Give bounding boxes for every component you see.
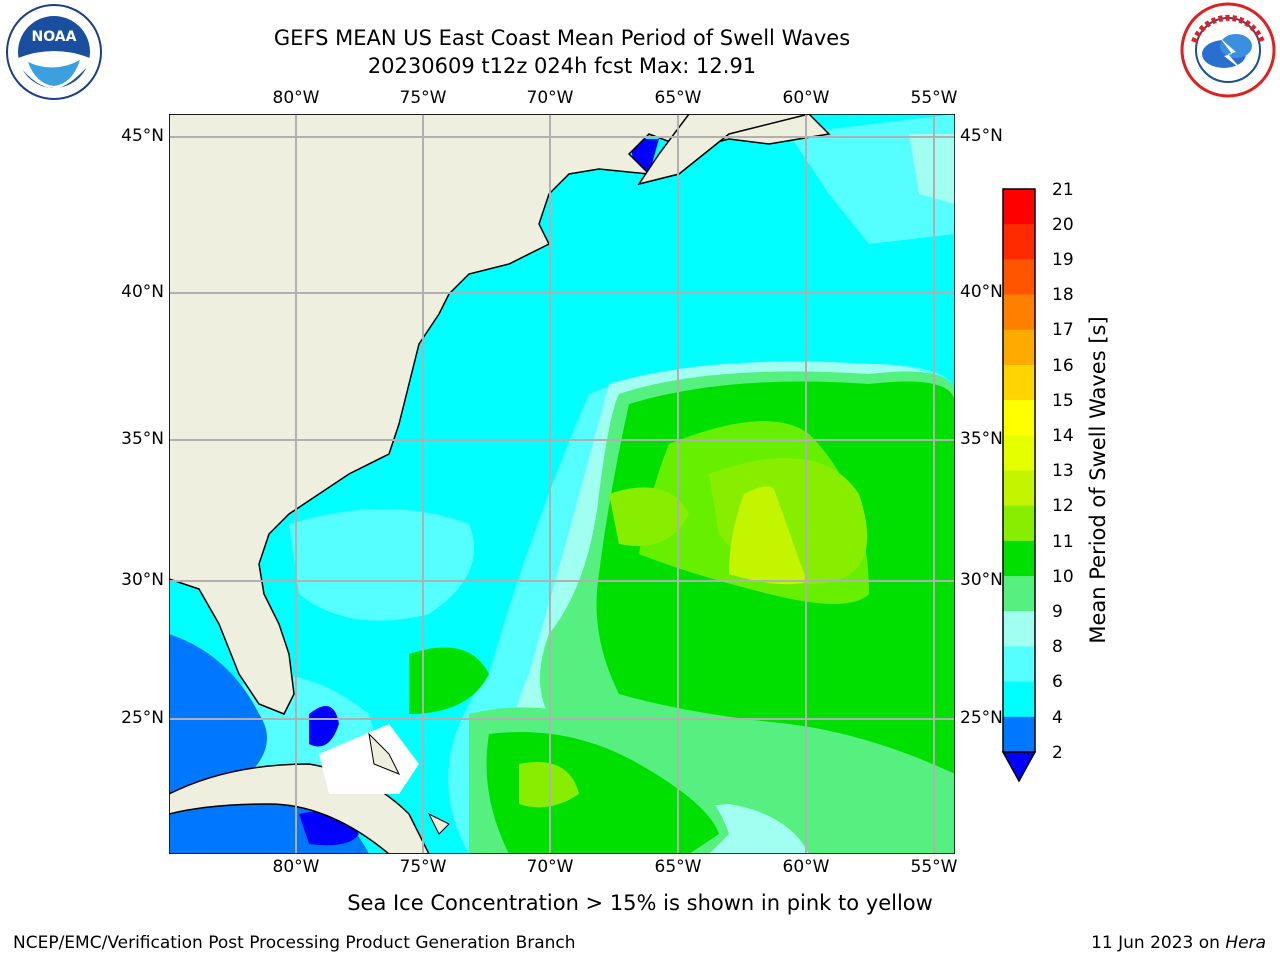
graticule bbox=[169, 114, 955, 854]
lat-label-right: 30°N bbox=[960, 570, 1003, 590]
colorbar-tick: 6 bbox=[1052, 672, 1063, 692]
swell-band-blue-2-4 bbox=[309, 706, 339, 747]
sea-ice-note: Sea Ice Concentration > 15% is shown in … bbox=[347, 891, 933, 915]
swell-band-pale-aqua bbox=[909, 134, 955, 204]
colorbar-swatch bbox=[1003, 576, 1035, 612]
lon-label-bottom: 80°W bbox=[272, 857, 320, 877]
colorbar-label-wrap: Mean Period of Swell Waves [s] bbox=[1058, 200, 1138, 760]
map-panel bbox=[169, 114, 955, 854]
lon-label-top: 60°W bbox=[782, 88, 830, 108]
colorbar-tick: 17 bbox=[1052, 320, 1074, 340]
lat-label-left: 35°N bbox=[121, 429, 164, 449]
colorbar-tick: 13 bbox=[1052, 461, 1074, 481]
lon-label-bottom: 60°W bbox=[782, 857, 830, 877]
bahamas-island bbox=[368, 732, 401, 775]
colorbar-tick: 19 bbox=[1052, 250, 1074, 270]
lon-label-bottom: 55°W bbox=[910, 857, 958, 877]
footer-date: 11 Jun 2023 on bbox=[1091, 933, 1226, 953]
noaa-logo: NOAA bbox=[6, 4, 102, 100]
colorbar-swatch bbox=[1003, 189, 1035, 225]
nws-logo bbox=[1180, 2, 1276, 98]
lon-label-bottom: 65°W bbox=[654, 857, 702, 877]
colorbar bbox=[1001, 188, 1037, 783]
colorbar-tick: 21 bbox=[1052, 180, 1074, 200]
colorbar-label: Mean Period of Swell Waves [s] bbox=[1086, 316, 1110, 644]
lat-label-right: 45°N bbox=[960, 126, 1003, 146]
colorbar-swatch bbox=[1003, 505, 1035, 542]
colorbar-swatch bbox=[1003, 400, 1035, 436]
bahamas-island bbox=[427, 812, 450, 835]
lat-label-right: 40°N bbox=[960, 282, 1003, 302]
footer-right: 11 Jun 2023 on Hera bbox=[1091, 933, 1266, 953]
chart-subtitle: 20230609 t12z 024h fcst Max: 12.91 bbox=[367, 54, 757, 78]
lon-label-top: 70°W bbox=[526, 88, 574, 108]
lon-label-top: 55°W bbox=[910, 88, 958, 108]
swell-band-green-10-11 bbox=[409, 647, 489, 714]
colorbar-swatch bbox=[1003, 646, 1035, 683]
svg-text:NOAA: NOAA bbox=[32, 29, 77, 45]
lon-label-top: 75°W bbox=[399, 88, 447, 108]
colorbar-tick: 11 bbox=[1052, 532, 1074, 552]
colorbar-tick: 20 bbox=[1052, 215, 1074, 235]
lat-label-right: 25°N bbox=[960, 708, 1003, 728]
bahamas-sea-ice-mask bbox=[319, 724, 419, 794]
colorbar-swatch bbox=[1003, 224, 1035, 260]
colorbar-swatch bbox=[1003, 611, 1035, 647]
colorbar-swatch bbox=[1003, 716, 1035, 753]
colorbar-swatch bbox=[1003, 364, 1035, 401]
colorbar-tick: 16 bbox=[1052, 356, 1074, 376]
colorbar-swatch bbox=[1003, 329, 1035, 366]
footer-left: NCEP/EMC/Verification Post Processing Pr… bbox=[13, 933, 576, 953]
colorbar-swatch bbox=[1003, 470, 1035, 507]
swell-band-green-11-12 bbox=[609, 487, 689, 546]
colorbar-tick: 18 bbox=[1052, 285, 1074, 305]
colorbar-tick: 8 bbox=[1052, 637, 1063, 657]
colorbar-swatch bbox=[1003, 435, 1035, 471]
colorbar-tick: 4 bbox=[1052, 708, 1063, 728]
colorbar-swatch bbox=[1003, 294, 1035, 331]
lat-label-left: 45°N bbox=[121, 126, 164, 146]
colorbar-tick: 2 bbox=[1052, 743, 1063, 763]
swell-band-max-12-13 bbox=[729, 486, 807, 585]
swell-band-light-cyan bbox=[289, 509, 474, 621]
chart-title: GEFS MEAN US East Coast Mean Period of S… bbox=[273, 26, 851, 50]
colorbar-tick: 15 bbox=[1052, 391, 1074, 411]
lon-label-top: 80°W bbox=[272, 88, 320, 108]
lat-label-left: 30°N bbox=[121, 570, 164, 590]
lon-label-bottom: 70°W bbox=[526, 857, 574, 877]
colorbar-tick: 10 bbox=[1052, 567, 1074, 587]
colorbar-under-arrow bbox=[1001, 751, 1037, 783]
lat-label-left: 25°N bbox=[121, 708, 164, 728]
colorbar-swatch bbox=[1003, 259, 1035, 296]
colorbar-swatch bbox=[1003, 681, 1035, 718]
lat-label-left: 40°N bbox=[121, 282, 164, 302]
lon-label-top: 65°W bbox=[654, 88, 702, 108]
colorbar-tick: 9 bbox=[1052, 602, 1063, 622]
footer-host: Hera bbox=[1225, 933, 1266, 953]
lon-label-bottom: 75°W bbox=[399, 857, 447, 877]
colorbar-tick: 14 bbox=[1052, 426, 1074, 446]
colorbar-tick: 12 bbox=[1052, 496, 1074, 516]
lat-label-right: 35°N bbox=[960, 429, 1003, 449]
colorbar-swatch bbox=[1003, 540, 1035, 577]
